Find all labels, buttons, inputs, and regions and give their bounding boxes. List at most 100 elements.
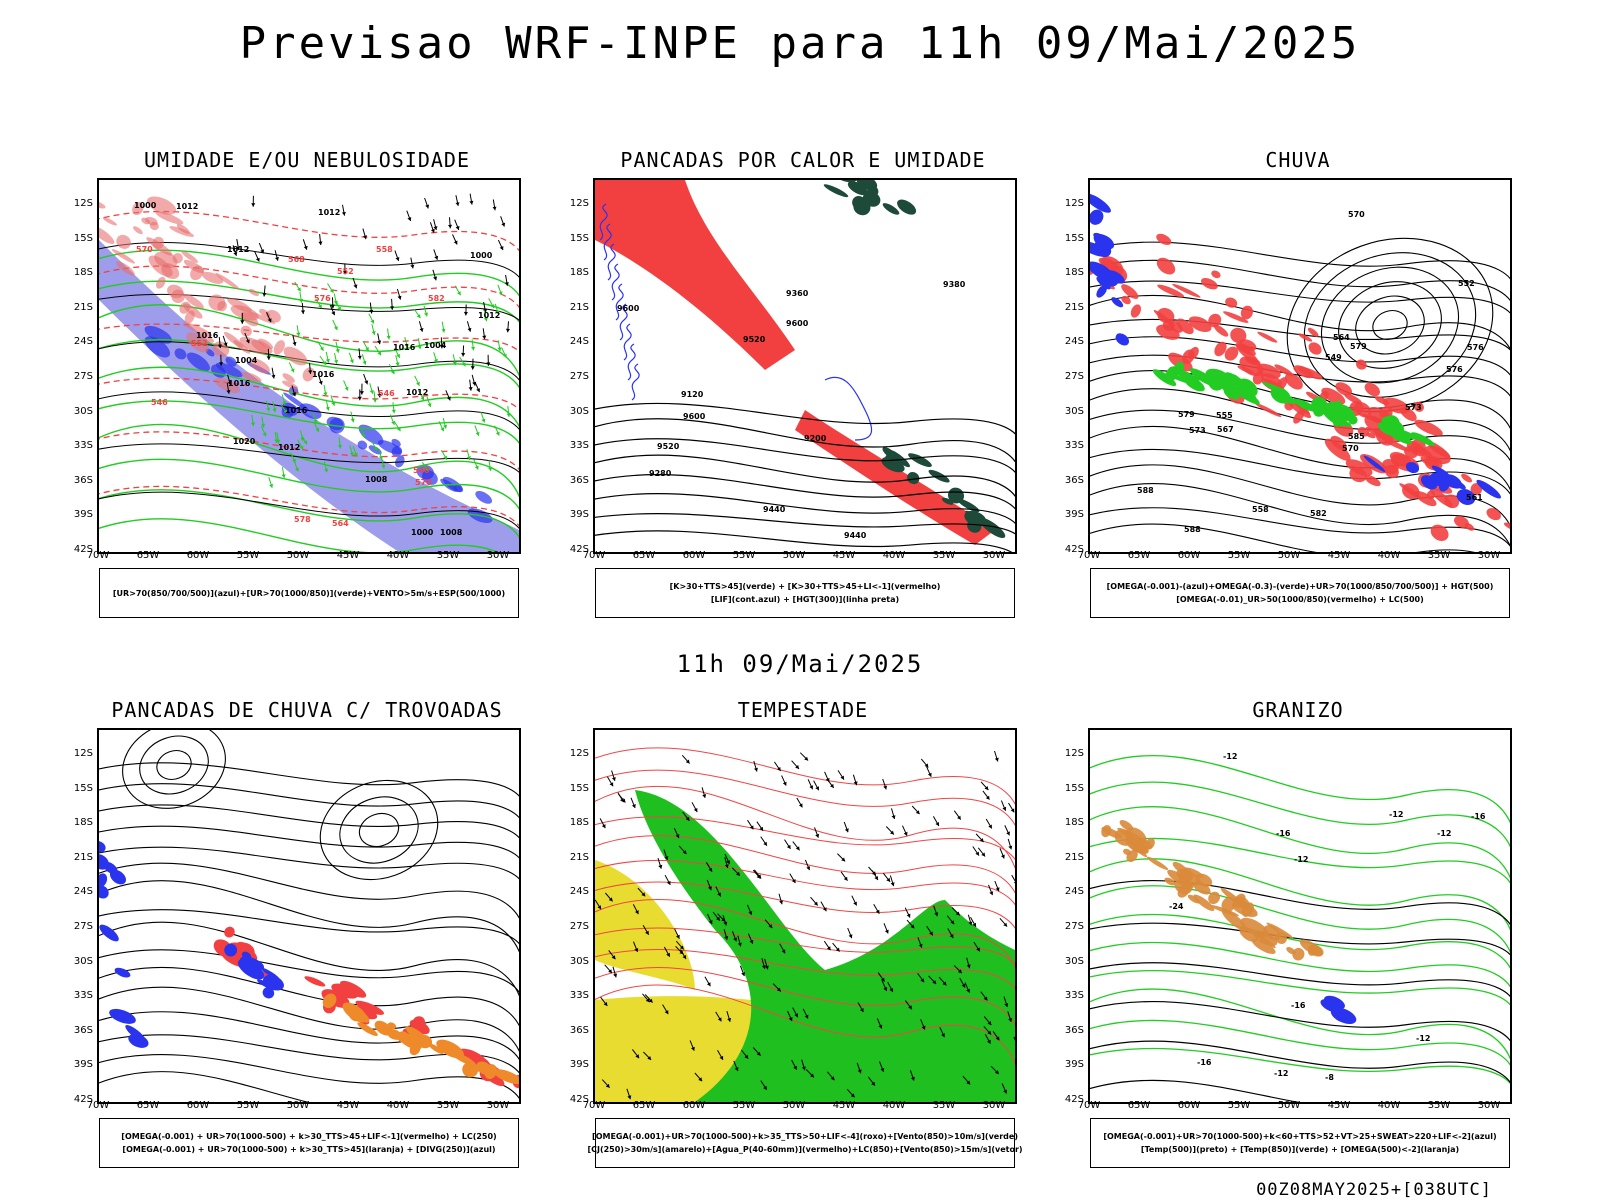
lat-tick-label: 39S — [569, 1059, 589, 1071]
lat-tick-label: 30S — [569, 405, 589, 417]
contour-label: -24 — [1169, 902, 1184, 911]
lat-tick-label: 21S — [1064, 301, 1084, 313]
contour-label: 570 — [1348, 210, 1365, 219]
contour-label: -12 — [1416, 1034, 1430, 1043]
contour-label: -16 — [1291, 1001, 1306, 1010]
contour-label: 567 — [1217, 425, 1234, 434]
contour-label: 9440 — [763, 505, 786, 514]
contour-label: 9600 — [786, 319, 809, 328]
lat-tick-label: 24S — [73, 336, 93, 348]
contour-label: 568 — [288, 255, 305, 264]
map-granizo: -24 -12 -12 -12 -16 -16 -16 -12 -12 -8 -12 -16 — [1088, 728, 1512, 1104]
contour-label: 546 — [378, 389, 395, 398]
lat-tick-label: 33S — [73, 440, 93, 452]
map-tempestade — [593, 728, 1017, 1104]
legend-line: [UR>70(850/700/500)](azul)+[UR>70(1000/8… — [112, 588, 506, 598]
lat-tick-label: 18S — [73, 267, 93, 279]
lat-tick-label: 18S — [569, 817, 589, 829]
lon-tick-label: 35W — [1427, 1100, 1451, 1111]
contour-label: 540 — [413, 466, 430, 475]
map-plot-pancadas-de-chuva-c-trovoadas — [99, 730, 519, 1102]
lat-tick-label: 12S — [73, 198, 93, 209]
lat-tick-label: 33S — [569, 440, 589, 452]
lon-tick-label: 40W — [882, 1100, 906, 1111]
lon-tick-label: 65W — [136, 1100, 160, 1111]
contour-label: 588 — [1184, 525, 1201, 534]
legend-line: [OMEGA(-0.001) + UR>70(1000-500) + k>30_… — [121, 1132, 497, 1141]
contour-label: 9360 — [786, 289, 809, 298]
lat-tick-label: 27S — [569, 371, 589, 382]
legend-line: [OMEGA(-0.001)+UR>70(1000-500)+k>35_TTS>… — [592, 1132, 1018, 1141]
legend-pancadas-de-chuva-c-trovoadas: [OMEGA(-0.001) + UR>70(1000-500) + k>30_… — [99, 1118, 519, 1168]
lon-tick-label: 50W — [782, 550, 806, 561]
lon-tick-label: 60W — [682, 550, 706, 561]
lat-tick-label: 33S — [1064, 440, 1084, 452]
lon-tick-label: 60W — [682, 1100, 706, 1111]
contour-label: 9120 — [681, 390, 704, 399]
lat-tick-label: 39S — [1064, 1059, 1084, 1071]
lat-tick-label: 30S — [73, 955, 93, 967]
lon-tick-label: 35W — [932, 550, 956, 561]
lon-tick-label: 40W — [1377, 1100, 1401, 1111]
lat-tick-label: 36S — [569, 1024, 589, 1036]
legend-granizo: [OMEGA(-0.001)+UR>70(1000-500)+k<60+TTS>… — [1090, 1118, 1510, 1168]
lon-tick-label: 65W — [1127, 1100, 1151, 1111]
lat-tick-label: 39S — [73, 509, 93, 521]
lat-tick-label: 36S — [1064, 474, 1084, 486]
lat-tick-label: 36S — [569, 474, 589, 486]
map-chuva: 585 588 582 579 576 573 570 567 564 561 558 555 552 5… — [1088, 178, 1512, 554]
contour-label: -8 — [1325, 1073, 1334, 1082]
contour-label: 1008 — [440, 528, 463, 537]
lon-tick-label: 60W — [1177, 1100, 1201, 1111]
lat-tick-label: 30S — [1064, 955, 1084, 967]
lon-tick-label: 45W — [336, 1100, 360, 1111]
lon-tick-label: 35W — [436, 550, 460, 561]
legend-line: [LIF](cont.azul) + [HGT(300)](linha pret… — [710, 595, 900, 604]
contour-label: 9520 — [743, 335, 766, 344]
lat-tick-label: 33S — [1064, 990, 1084, 1002]
lon-tick-label: 55W — [1227, 1100, 1251, 1111]
contour-label: 546 — [151, 398, 168, 407]
lat-tick-label: 15S — [569, 782, 589, 794]
lat-tick-label: 39S — [73, 1059, 93, 1071]
map-plot-granizo: -24 -12 -12 -12 -16 -16 -16 -12 -12 -8 -12 -16 — [1090, 752, 1510, 1102]
lon-tick-label: 70W — [582, 550, 606, 561]
panel-title-granizo: GRANIZO — [1252, 698, 1344, 722]
lon-tick-label: 60W — [186, 550, 210, 561]
lat-tick-label: 27S — [73, 921, 93, 932]
lat-tick-label: 12S — [73, 748, 93, 759]
map-pancadas-de-chuva-c-trovoadas — [97, 728, 521, 1104]
lon-tick-label: 30W — [1477, 1100, 1501, 1111]
contour-label: 585 — [1348, 432, 1365, 441]
contour-label: 576 — [1446, 365, 1463, 374]
contour-label: 9600 — [617, 304, 640, 313]
lat-tick-label: 36S — [1064, 1024, 1084, 1036]
lat-tick-label: 18S — [569, 267, 589, 279]
lat-tick-label: 39S — [1064, 509, 1084, 521]
contour-label: 9280 — [649, 469, 672, 478]
map-plot-pancadas-por-calor-e-umidade: 9600 9520 9440 9600 9520 9600 9360 9280 9200 9120… — [595, 180, 1015, 552]
lon-tick-label: 45W — [832, 550, 856, 561]
lon-tick-label: 55W — [732, 1100, 756, 1111]
lon-tick-label: 30W — [486, 550, 510, 561]
legend-line: [OMEGA(-0.001)-(azul)+OMEGA(-0.3)-(verde… — [1106, 582, 1494, 591]
contour-label: 9600 — [683, 412, 706, 421]
lat-tick-label: 42S — [569, 544, 589, 555]
lat-tick-label: 21S — [1064, 851, 1084, 863]
lat-tick-label: 42S — [73, 1094, 93, 1105]
lon-tick-label: 45W — [336, 550, 360, 561]
footer-run-code: 00Z08MAY2025+[038UTC] — [1256, 1180, 1492, 1200]
contour-label: 573 — [1189, 426, 1206, 435]
contour-label: 1016 — [393, 343, 416, 352]
lat-tick-label: 42S — [1064, 544, 1084, 555]
contour-label: 1000 — [411, 528, 434, 537]
map-umidade-e-ou-nebulosidade: 1016 1016 1012 1012 1008 1012 1012 1016 1020 1016… — [97, 178, 521, 554]
contour-label: 1000 — [470, 251, 493, 260]
lon-tick-label: 30W — [1477, 550, 1501, 561]
map-pancadas-por-calor-e-umidade: 9600 9520 9440 9600 9520 9600 9360 9280 9200 9120… — [593, 178, 1017, 554]
lon-tick-label: 65W — [1127, 550, 1151, 561]
map-plot-umidade-e-ou-nebulosidade: 1016 1016 1012 1012 1008 1012 1012 1016 1020 1016… — [99, 193, 519, 552]
lon-tick-label: 50W — [286, 1100, 310, 1111]
lon-tick-label: 70W — [1077, 1100, 1101, 1111]
contour-label: -12 — [1223, 752, 1237, 761]
